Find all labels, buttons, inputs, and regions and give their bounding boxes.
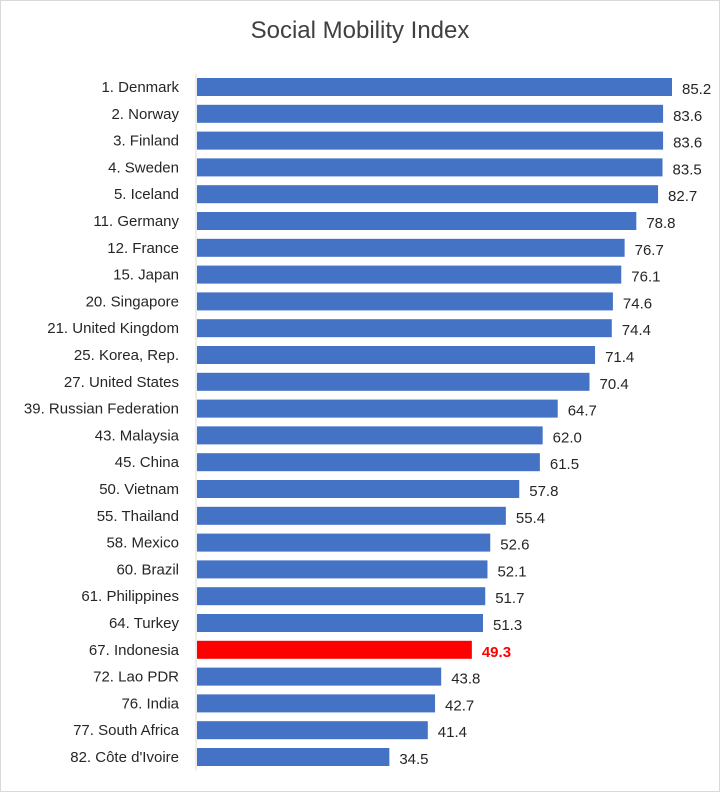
category-label: 5. Iceland <box>114 186 179 203</box>
value-label: 49.3 <box>482 644 511 661</box>
value-label: 71.4 <box>605 349 634 366</box>
bar <box>197 721 428 740</box>
value-label: 34.5 <box>399 751 428 768</box>
category-label: 43. Malaysia <box>95 427 180 444</box>
bar <box>197 104 664 123</box>
bar <box>197 185 659 204</box>
value-label: 83.6 <box>673 135 702 152</box>
category-label: 39. Russian Federation <box>24 401 179 418</box>
value-label: 74.4 <box>622 322 651 339</box>
value-label: 85.2 <box>682 81 711 98</box>
bar <box>197 131 664 150</box>
category-label: 20. Singapore <box>86 293 179 310</box>
bar <box>197 78 672 96</box>
bar <box>197 319 612 338</box>
category-label: 2. Norway <box>111 106 179 123</box>
category-label: 60. Brazil <box>116 561 179 578</box>
category-label: 72. Lao PDR <box>93 669 179 686</box>
value-label: 76.1 <box>631 269 660 286</box>
bar <box>197 560 488 579</box>
bar <box>197 453 540 472</box>
category-label: 61. Philippines <box>81 588 179 605</box>
bar <box>197 292 613 311</box>
value-label: 57.8 <box>529 483 558 500</box>
value-label: 51.7 <box>495 590 524 607</box>
bar <box>197 372 590 391</box>
category-label: 82. Côte d'Ivoire <box>70 749 179 766</box>
category-label: 76. India <box>121 695 179 712</box>
value-label: 41.4 <box>438 724 467 741</box>
category-label: 27. United States <box>64 374 179 391</box>
bar <box>197 238 625 257</box>
bar <box>197 346 596 364</box>
value-label: 61.5 <box>550 456 579 473</box>
value-label: 64.7 <box>568 403 597 420</box>
category-label: 3. Finland <box>113 133 179 150</box>
category-label: 1. Denmark <box>101 79 179 96</box>
category-label: 4. Sweden <box>108 159 179 176</box>
value-label: 76.7 <box>635 242 664 259</box>
value-label: 62.0 <box>553 429 582 446</box>
category-label: 58. Mexico <box>106 535 179 552</box>
category-label: 45. China <box>115 454 180 471</box>
category-label: 21. United Kingdom <box>47 320 179 337</box>
value-label: 83.6 <box>673 108 702 125</box>
category-label: 50. Vietnam <box>99 481 179 498</box>
chart-title: Social Mobility Index <box>250 17 470 44</box>
value-label: 52.1 <box>497 563 526 580</box>
bar <box>197 399 558 418</box>
value-label: 55.4 <box>516 510 545 527</box>
bar-highlighted <box>197 640 472 659</box>
category-label: 64. Turkey <box>109 615 180 632</box>
bar <box>197 480 520 498</box>
bar <box>197 506 506 525</box>
value-label: 70.4 <box>599 376 628 393</box>
category-label: 77. South Africa <box>73 722 180 739</box>
bar <box>197 694 436 713</box>
value-label: 83.5 <box>673 161 702 178</box>
bar <box>197 265 622 284</box>
value-label: 51.3 <box>493 617 522 634</box>
bar <box>197 158 663 177</box>
value-label: 43.8 <box>451 671 480 688</box>
category-label: 12. France <box>107 240 179 257</box>
value-label: 74.6 <box>623 295 652 312</box>
value-label: 42.7 <box>445 697 474 714</box>
category-label: 15. Japan <box>113 267 179 284</box>
bar <box>197 426 543 445</box>
bar <box>197 614 484 632</box>
value-label: 78.8 <box>646 215 675 232</box>
bar <box>197 667 442 686</box>
category-label: 25. Korea, Rep. <box>74 347 179 364</box>
category-label: 55. Thailand <box>97 508 179 525</box>
category-label: 67. Indonesia <box>89 642 180 659</box>
value-label: 52.6 <box>500 537 529 554</box>
value-label: 82.7 <box>668 188 697 205</box>
category-label: 11. Germany <box>93 213 179 230</box>
bar <box>197 587 486 606</box>
bar <box>197 212 637 230</box>
bar <box>197 533 491 552</box>
bar <box>197 748 390 766</box>
